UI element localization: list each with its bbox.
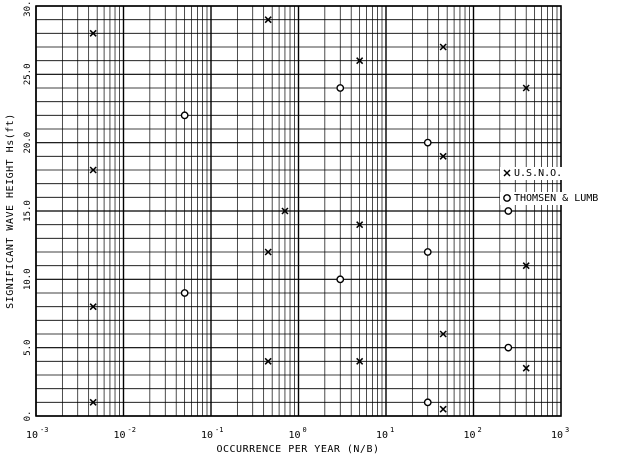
point-thomsen-lumb [423, 138, 432, 147]
x-tick-label: 10 [26, 430, 38, 441]
y-tick-label: 25.0 [23, 63, 33, 85]
point-usno [522, 364, 530, 372]
point-thomsen-lumb [180, 111, 189, 120]
legend-marker [503, 169, 511, 177]
point-usno [264, 248, 272, 256]
x-tick-label: 10 [113, 430, 125, 441]
y-tick-label: 15.0 [23, 200, 33, 222]
y-tick-label: 20.0 [23, 132, 33, 154]
point-usno [264, 357, 272, 365]
legend-entry-background [500, 192, 616, 205]
x-tick-exponent: 1 [390, 426, 394, 434]
point-thomsen-lumb [504, 343, 513, 352]
point-thomsen-lumb [423, 398, 432, 407]
x-tick-exponent: 2 [478, 426, 482, 434]
x-tick-label: 10 [463, 430, 475, 441]
x-tick-label: 10 [201, 430, 213, 441]
point-thomsen-lumb [180, 289, 189, 297]
y-tick-labels: 0. 5.0 10.0 15.0 20.0 25.0 30.0 [23, 0, 33, 421]
x-tick-label: 10 [551, 430, 563, 441]
y-tick-label: 5.0 [23, 340, 33, 356]
point-usno [439, 43, 447, 51]
y-tick-label: 30.0 [23, 0, 33, 17]
x-axis-label: OCCURRENCE PER YEAR (N/B) [216, 444, 379, 455]
legend: U.S.N.O. THOMSEN & LUMB [500, 167, 616, 205]
point-usno [356, 221, 364, 229]
x-tick-exponent: 3 [565, 426, 569, 434]
point-usno [264, 16, 272, 24]
x-tick-label: 10 [376, 430, 388, 441]
grid [35, 5, 561, 417]
plot-frame [35, 5, 562, 417]
point-usno [356, 357, 364, 365]
point-thomsen-lumb [504, 207, 513, 215]
x-tick-exponent: -1 [215, 426, 223, 434]
legend-marker [503, 194, 511, 202]
data-points [89, 16, 530, 413]
point-usno [356, 57, 364, 65]
point-thomsen-lumb [336, 275, 345, 284]
point-usno [89, 166, 97, 174]
point-usno [439, 152, 447, 160]
point-usno [522, 262, 530, 270]
x-tick-exponent: -2 [128, 426, 136, 434]
point-usno [522, 84, 530, 92]
y-tick-label: 0. [23, 411, 33, 422]
point-usno [89, 398, 97, 406]
point-usno [89, 29, 97, 37]
point-usno [439, 405, 447, 413]
point-thomsen-lumb [423, 248, 432, 256]
point-usno [89, 303, 97, 311]
x-tick-label: 10 [288, 430, 300, 441]
y-axis-label: SIGNIFICANT WAVE HEIGHT Hs(ft) [5, 113, 16, 309]
y-tick-label: 10.0 [23, 268, 33, 290]
legend-entry: U.S.N.O. [514, 168, 562, 179]
point-usno [281, 207, 289, 215]
x-tick-exponent: 0 [303, 426, 307, 434]
x-tick-exponent: -3 [40, 426, 48, 434]
legend-entry: THOMSEN & LUMB [514, 193, 598, 204]
x-tick-labels: 10 -3 10 -2 10 -1 10 0 10 1 10 2 10 3 [26, 426, 569, 441]
legend-entry-background [500, 167, 616, 180]
point-thomsen-lumb [336, 84, 345, 92]
point-usno [439, 330, 447, 338]
